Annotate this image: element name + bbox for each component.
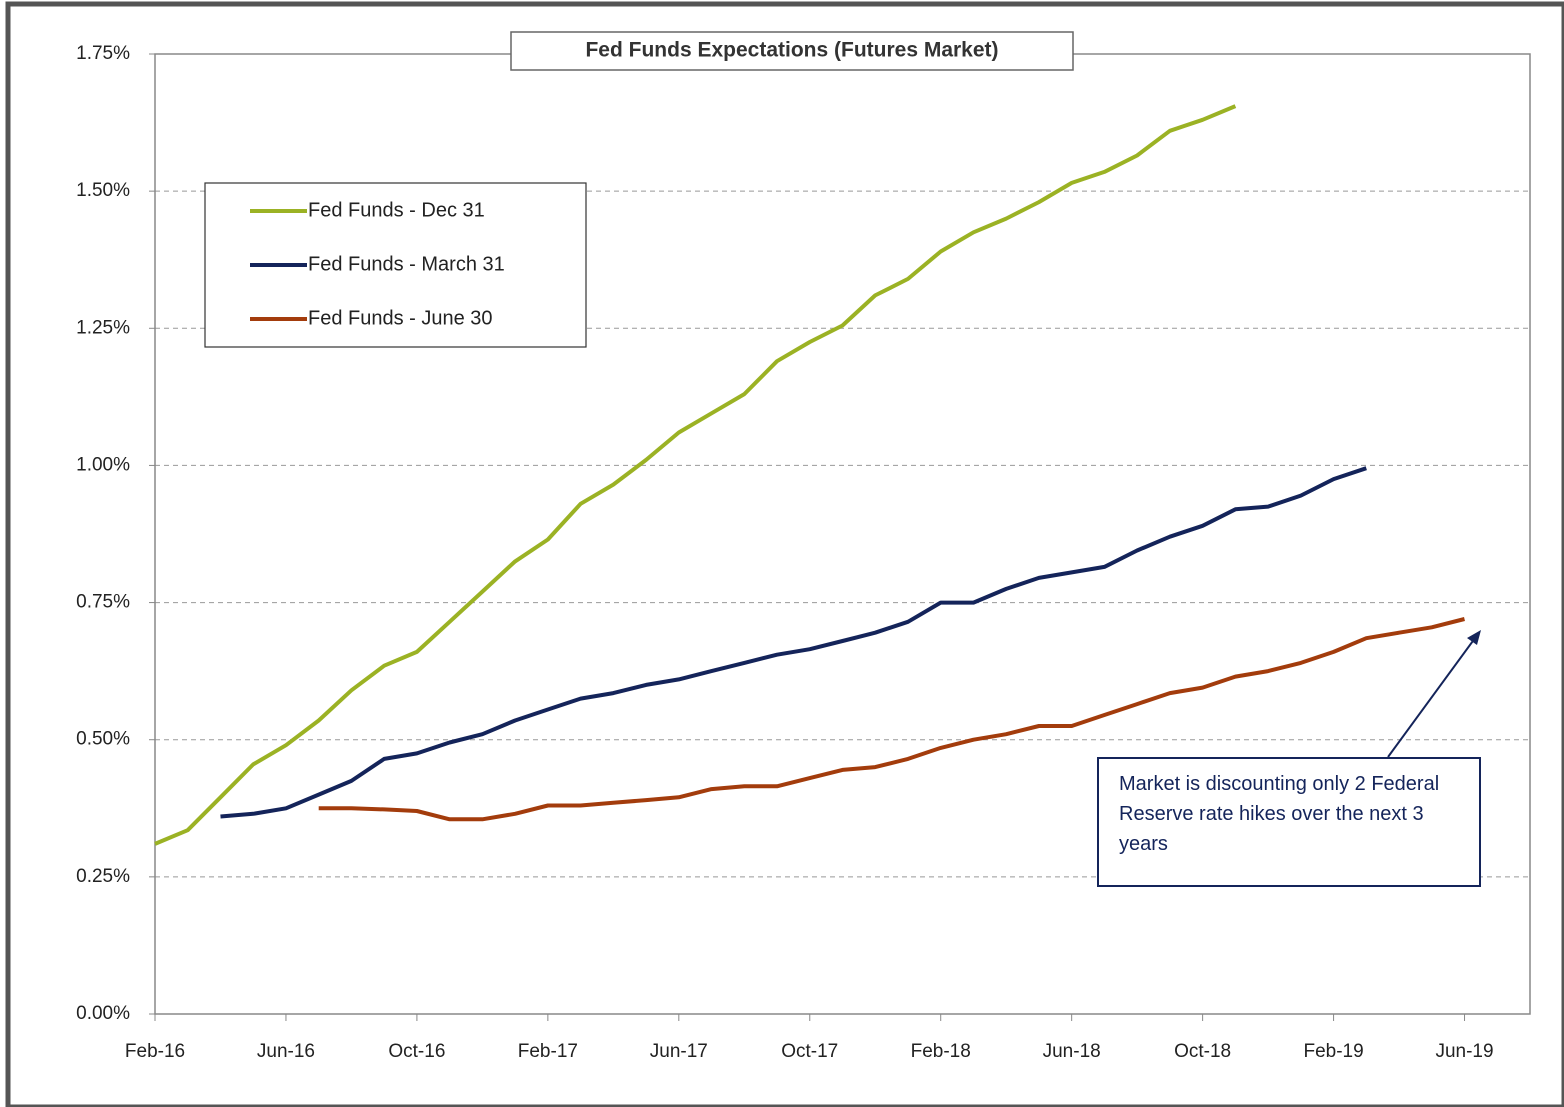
y-tick-label: 1.75% — [76, 43, 130, 64]
x-tick-label: Jun-18 — [1043, 1041, 1101, 1062]
legend-label: Fed Funds - Dec 31 — [308, 199, 485, 221]
legend-label: Fed Funds - June 30 — [308, 307, 493, 329]
x-tick-label: Jun-19 — [1435, 1041, 1493, 1062]
title-box — [510, 31, 1074, 71]
y-tick-label: 0.75% — [76, 592, 130, 613]
x-tick-label: Oct-17 — [781, 1041, 838, 1062]
frame — [5, 1, 1564, 1107]
series-line — [154, 104, 1237, 846]
legend-label: Fed Funds - March 31 — [308, 253, 505, 275]
series-line — [318, 617, 1465, 822]
annotation-arrow — [1387, 633, 1479, 758]
y-tick-label: 1.50% — [76, 180, 130, 201]
series-line — [220, 466, 1367, 819]
x-tick-label: Jun-17 — [650, 1041, 708, 1062]
x-tick-label: Jun-16 — [257, 1041, 315, 1062]
x-tick-label: Oct-16 — [388, 1041, 445, 1062]
x-tick-label: Feb-16 — [125, 1041, 185, 1062]
x-tick-label: Feb-19 — [1303, 1041, 1363, 1062]
y-tick-label: 0.00% — [76, 1003, 130, 1024]
x-tick-label: Oct-18 — [1174, 1041, 1231, 1062]
annotation: Market is discounting only 2 Federal Res… — [1097, 757, 1481, 887]
x-tick-label: Feb-17 — [518, 1041, 578, 1062]
arrow-head — [1467, 630, 1481, 645]
y-tick-label: 0.25% — [76, 866, 130, 887]
y-tick-label: 1.25% — [76, 317, 130, 338]
chart-title: Fed Funds Expectations (Futures Market) — [585, 39, 998, 62]
y-tick-label: 0.50% — [76, 729, 130, 750]
x-tick-label: Feb-18 — [911, 1041, 971, 1062]
y-tick-label: 1.00% — [76, 454, 130, 475]
